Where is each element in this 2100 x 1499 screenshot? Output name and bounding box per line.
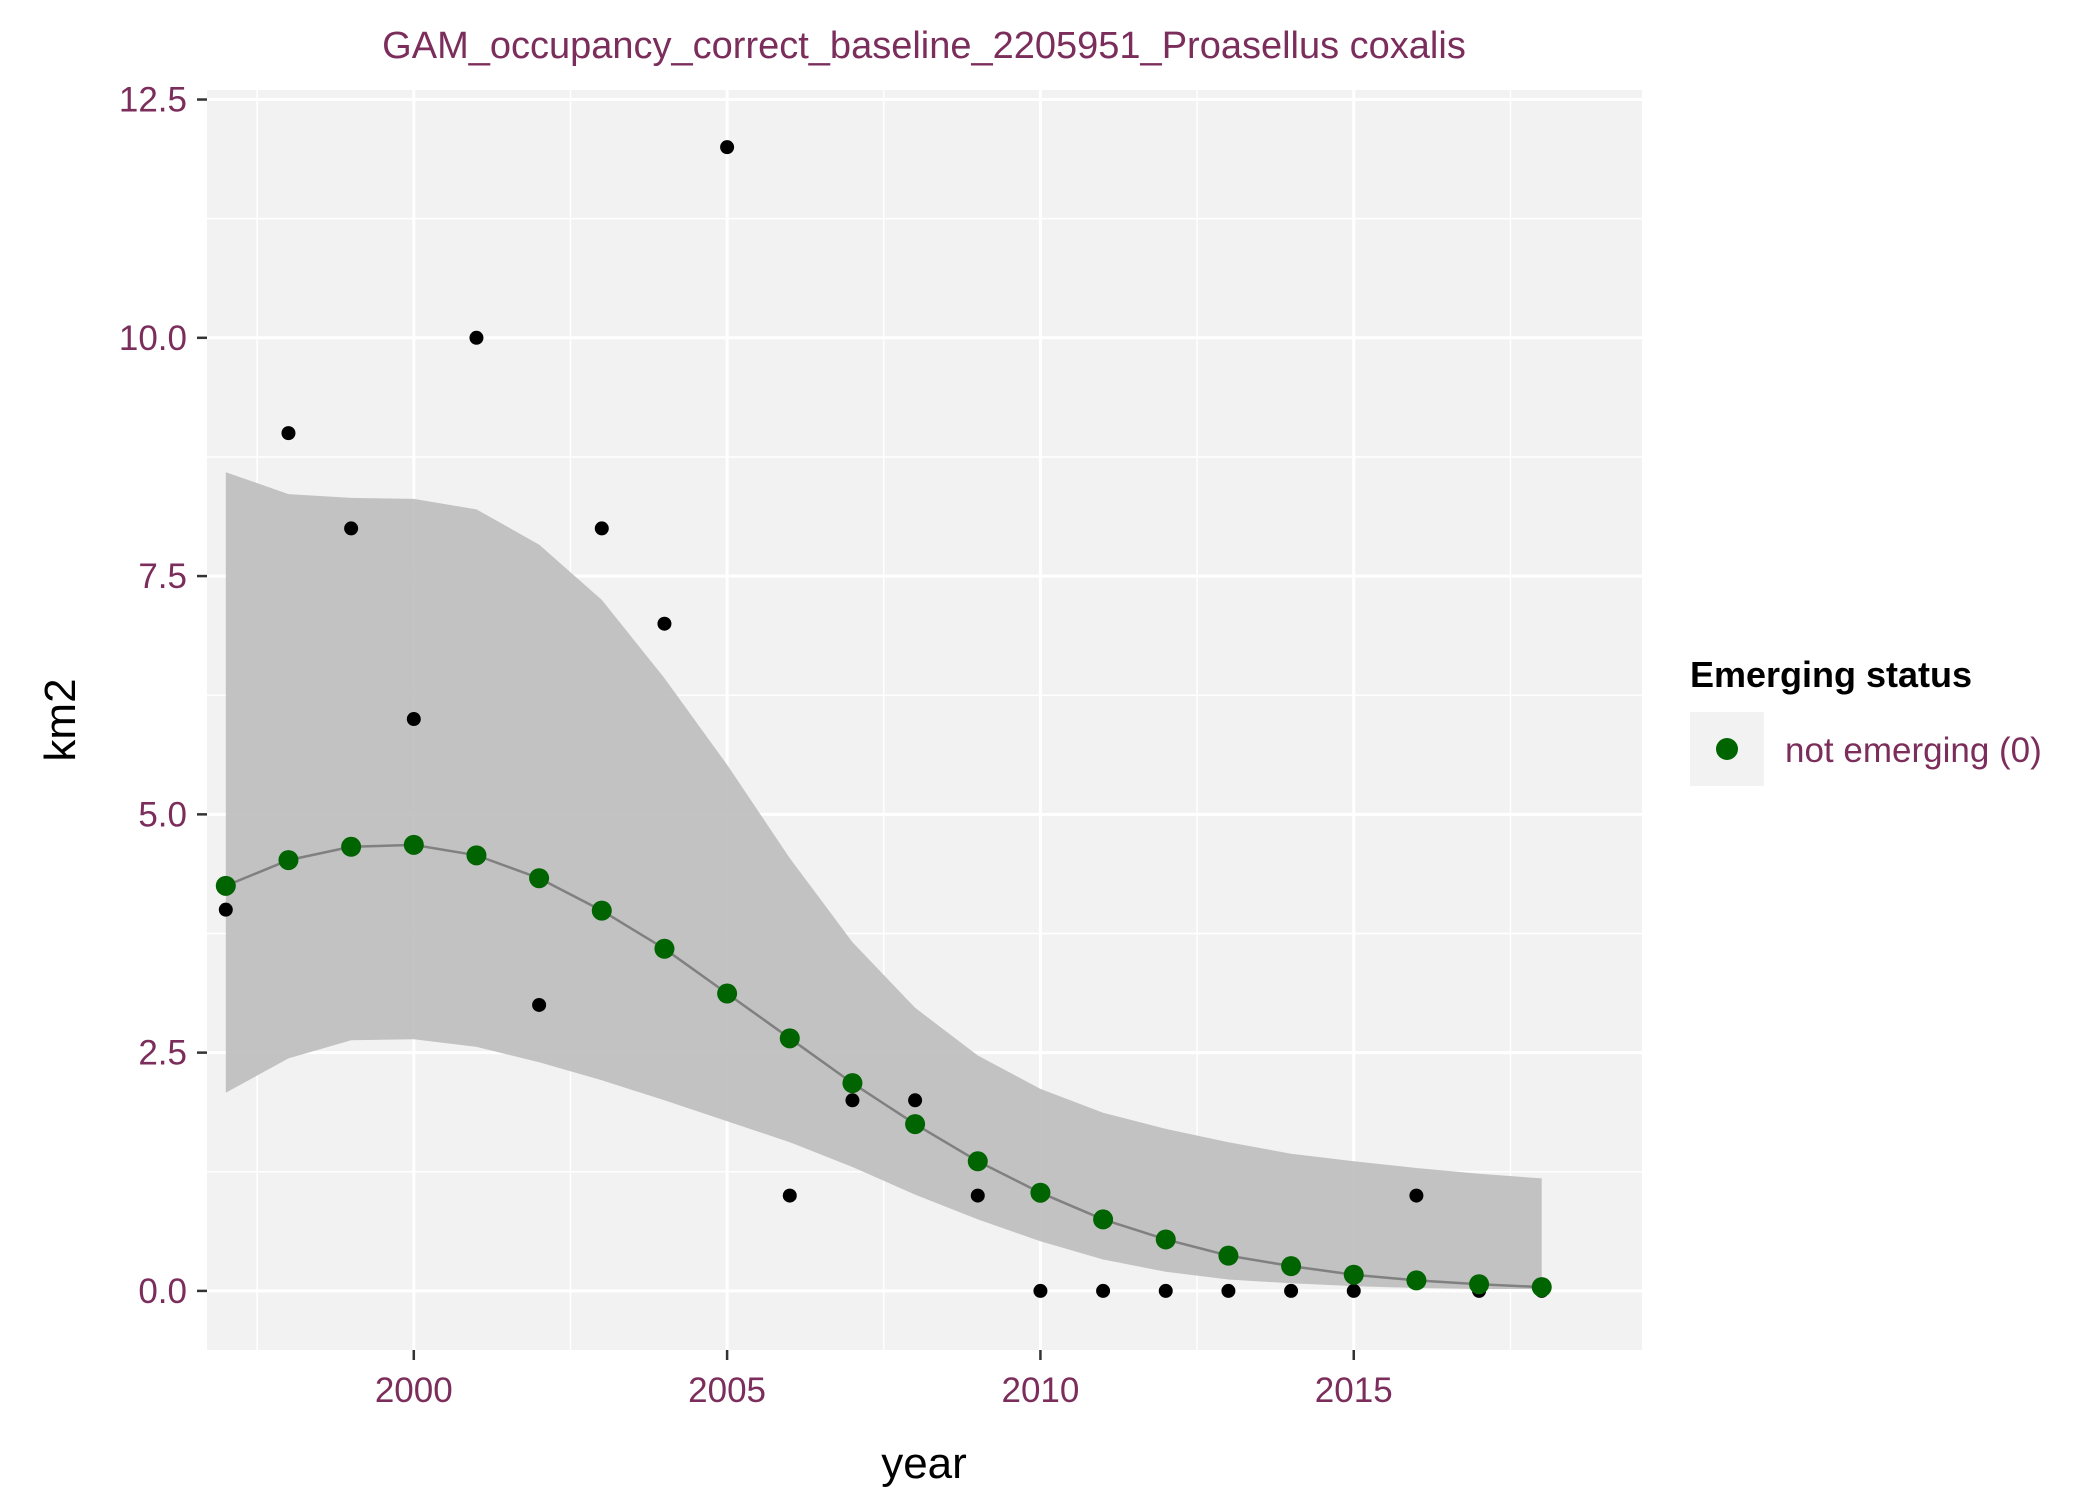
observed-point — [782, 1188, 797, 1203]
observed-point — [469, 330, 484, 345]
observed-point — [970, 1188, 985, 1203]
fitted-point — [1030, 1182, 1051, 1203]
legend-title: Emerging status — [1690, 654, 1972, 695]
fitted-point — [1406, 1270, 1427, 1291]
observed-point — [657, 616, 672, 631]
confidence-band — [225, 472, 1542, 1289]
fitted-point — [1343, 1264, 1364, 1285]
fitted-point — [1093, 1209, 1114, 1230]
fitted-point — [591, 900, 612, 921]
y-tick-label: 12.5 — [119, 81, 187, 120]
observed-point — [281, 426, 296, 441]
legend-label: not emerging (0) — [1785, 731, 2042, 770]
legend-dot-icon — [1716, 738, 1738, 760]
observed-point — [1096, 1283, 1111, 1298]
confidence-band-area — [225, 472, 1542, 1289]
observed-point — [1284, 1283, 1299, 1298]
fitted-point — [905, 1114, 926, 1135]
observed-point — [1158, 1283, 1173, 1298]
fitted-point — [341, 836, 362, 857]
fitted-point — [717, 983, 738, 1004]
observed-point — [218, 902, 233, 917]
fitted-series — [215, 834, 1552, 1298]
y-tick-label: 10.0 — [119, 319, 187, 358]
x-tick-label: 2010 — [1001, 1371, 1079, 1410]
observed-point — [594, 521, 609, 536]
fitted-line — [225, 843, 1542, 1289]
fitted-point — [278, 850, 299, 871]
observed-point — [1033, 1283, 1048, 1298]
observed-point — [720, 140, 735, 155]
observed-point — [406, 712, 421, 727]
fitted-point — [967, 1151, 988, 1172]
fitted-point — [215, 875, 236, 896]
x-axis-title: year — [881, 1439, 967, 1488]
fitted-point — [654, 938, 675, 959]
fitted-point — [1218, 1245, 1239, 1266]
observed-point — [344, 521, 359, 536]
fitted-point — [1531, 1277, 1552, 1298]
y-tick-label: 7.5 — [138, 557, 187, 596]
y-tick-label: 0.0 — [138, 1272, 187, 1311]
y-axis: 0.0 2.5 5.0 7.5 10.0 12.5 — [119, 81, 207, 1311]
fitted-point — [1281, 1256, 1302, 1277]
observed-point — [1346, 1283, 1361, 1298]
fitted-point — [403, 834, 424, 855]
observed-point — [1409, 1188, 1424, 1203]
y-tick-label: 5.0 — [138, 795, 187, 834]
observed-point — [908, 1093, 923, 1108]
x-tick-label: 2005 — [688, 1371, 766, 1410]
fitted-point — [466, 845, 487, 866]
observed-point — [532, 997, 547, 1012]
x-axis: 2000 2005 2010 2015 — [375, 1350, 1393, 1410]
fitted-point — [1155, 1229, 1176, 1250]
fitted-point — [1469, 1274, 1490, 1295]
legend: Emerging status not emerging (0) — [1690, 654, 2042, 786]
observed-point — [845, 1093, 860, 1108]
x-tick-label: 2015 — [1315, 1371, 1393, 1410]
fitted-point — [779, 1028, 800, 1049]
chart-title: GAM_occupancy_correct_baseline_2205951_P… — [382, 25, 1466, 67]
y-axis-title: km2 — [36, 678, 85, 761]
y-tick-label: 2.5 — [138, 1034, 187, 1073]
fitted-point — [842, 1073, 863, 1094]
observed-point — [1221, 1283, 1236, 1298]
x-tick-label: 2000 — [375, 1371, 453, 1410]
fitted-point — [529, 868, 550, 889]
